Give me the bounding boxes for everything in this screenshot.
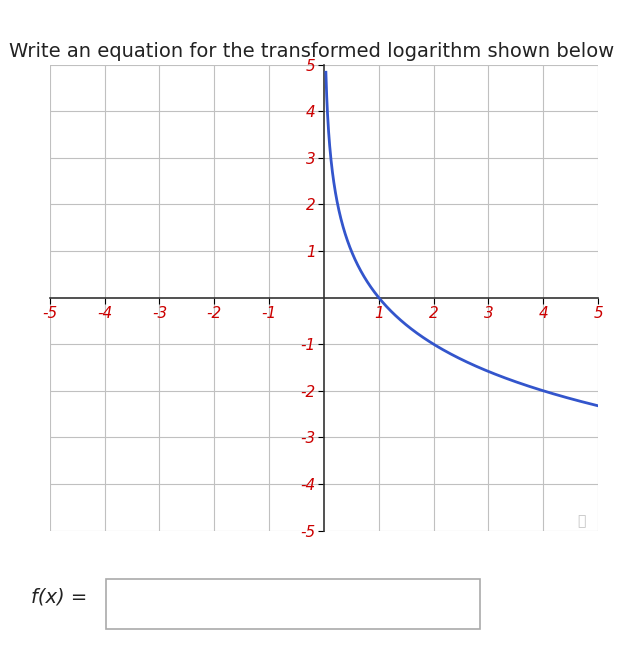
Text: Write an equation for the transformed logarithm shown below: Write an equation for the transformed lo… [9, 42, 614, 61]
FancyBboxPatch shape [106, 579, 480, 629]
Text: 🔍: 🔍 [578, 514, 586, 528]
Text: f(x) =: f(x) = [31, 587, 87, 607]
